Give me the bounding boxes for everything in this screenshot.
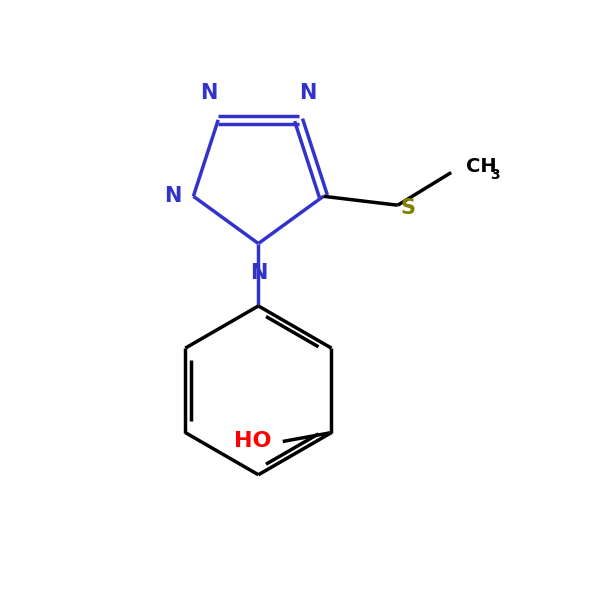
Text: N: N bbox=[164, 186, 181, 206]
Text: CH: CH bbox=[466, 157, 497, 176]
Text: N: N bbox=[299, 83, 316, 103]
Text: N: N bbox=[200, 83, 218, 103]
Text: HO: HO bbox=[234, 431, 272, 451]
Text: S: S bbox=[400, 198, 415, 218]
Text: N: N bbox=[250, 263, 267, 283]
Text: 3: 3 bbox=[490, 169, 499, 182]
